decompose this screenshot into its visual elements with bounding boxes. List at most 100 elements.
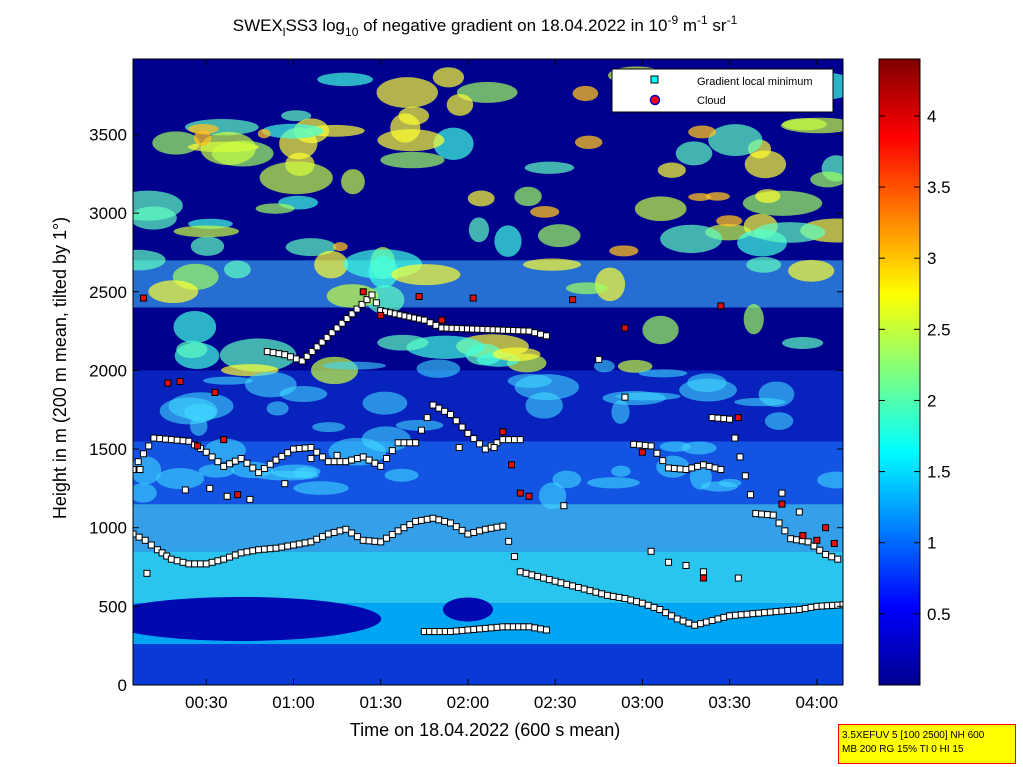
gradient-minimum-marker xyxy=(464,429,472,437)
gradient-minimum-marker xyxy=(365,456,373,464)
heatmap-blob xyxy=(173,310,217,344)
gradient-minimum-marker xyxy=(452,627,460,635)
gradient-minimum-marker xyxy=(319,533,327,541)
gradient-minimum-marker xyxy=(324,458,332,466)
heatmap-blob xyxy=(376,77,438,108)
gradient-minimum-marker xyxy=(206,484,214,492)
gradient-minimum-marker xyxy=(595,355,603,363)
chart-title: SWEXlSS3 log10 of negative gradient on 1… xyxy=(233,13,738,39)
heatmap-blob xyxy=(530,206,560,218)
heatmap-blob xyxy=(524,161,575,174)
gradient-minimum-marker xyxy=(458,626,466,634)
cloud-marker xyxy=(569,296,577,304)
gradient-minimum-marker xyxy=(574,583,582,591)
heatmap-blob xyxy=(362,391,408,415)
gradient-minimum-marker xyxy=(167,555,175,563)
gradient-minimum-marker xyxy=(653,449,661,457)
gradient-minimum-marker xyxy=(603,591,611,599)
gradient-minimum-marker xyxy=(298,357,306,365)
cloud-marker xyxy=(176,377,184,385)
gradient-minimum-marker xyxy=(542,626,550,634)
gradient-minimum-marker xyxy=(313,343,321,351)
cloud-marker xyxy=(220,436,228,444)
gradient-minimum-marker xyxy=(452,417,460,425)
heatmap-blob xyxy=(688,193,712,201)
colorbar-tick-label: 1 xyxy=(927,534,936,553)
heatmap-blob xyxy=(594,267,626,302)
gradient-minimum-marker xyxy=(348,310,356,318)
gradient-minimum-marker xyxy=(260,464,268,472)
gradient-minimum-marker xyxy=(790,606,798,614)
gradient-minimum-marker xyxy=(308,348,316,356)
title-part1: SS3 log xyxy=(285,16,345,35)
gradient-minimum-marker xyxy=(135,533,143,541)
gradient-minimum-marker xyxy=(537,330,545,338)
gradient-minimum-marker xyxy=(609,592,617,600)
plot-frame xyxy=(132,58,844,686)
cloud-marker xyxy=(194,442,202,450)
gradient-minimum-marker xyxy=(795,508,803,516)
gradient-minimum-marker xyxy=(412,517,420,525)
gradient-minimum-marker xyxy=(400,524,408,532)
gradient-minimum-marker xyxy=(493,623,501,631)
heatmap-blob xyxy=(746,256,782,273)
cloud-marker xyxy=(699,574,707,582)
title-exp1: -9 xyxy=(667,13,678,27)
gradient-minimum-marker xyxy=(528,571,536,579)
heatmap-blob xyxy=(537,224,581,248)
gradient-minimum-marker xyxy=(371,459,379,467)
gradient-minimum-marker xyxy=(647,442,655,450)
gradient-minimum-marker xyxy=(145,442,153,450)
legend-marker-cloud xyxy=(649,94,661,106)
x-tick-label: 02:30 xyxy=(534,693,577,712)
gradient-minimum-marker xyxy=(343,315,351,323)
heatmap-blob xyxy=(523,258,582,271)
gradient-minimum-marker xyxy=(673,615,681,623)
gradient-minimum-marker xyxy=(531,329,539,337)
gradient-minimum-marker xyxy=(318,338,326,346)
title-part2: of negative gradient on 18.04.2022 in 10 xyxy=(358,16,667,35)
heatmap-blob xyxy=(687,373,727,393)
gradient-minimum-marker xyxy=(731,611,739,619)
gradient-minimum-marker xyxy=(358,300,366,308)
cloud-marker xyxy=(211,388,219,396)
heatmap-blob xyxy=(176,340,208,359)
heatmap-blob xyxy=(657,162,686,178)
heatmap-blob xyxy=(587,477,640,489)
heatmap-blob xyxy=(753,222,826,243)
cloud-marker xyxy=(469,294,477,302)
gradient-minimum-marker xyxy=(156,435,164,443)
heatmap-blob xyxy=(611,465,631,477)
gradient-minimum-marker xyxy=(598,590,606,598)
heatmap-blob xyxy=(594,360,615,373)
gradient-minimum-marker xyxy=(243,459,251,467)
gradient-minimum-marker xyxy=(755,609,763,617)
gradient-minimum-marker xyxy=(455,443,463,451)
gradient-minimum-marker xyxy=(284,542,292,550)
gradient-minimum-marker xyxy=(828,553,836,561)
gradient-minimum-marker xyxy=(249,464,257,472)
heatmap-blob xyxy=(266,401,289,416)
heatmap-blob xyxy=(688,125,717,139)
gradient-minimum-marker xyxy=(731,434,739,442)
gradient-minimum-marker xyxy=(834,555,842,563)
gradient-minimum-marker xyxy=(464,530,472,538)
heatmap-blob xyxy=(293,481,349,495)
heatmap-blob xyxy=(615,392,681,401)
title-prefix: SWEX xyxy=(233,16,283,35)
gradient-minimum-marker xyxy=(476,440,484,448)
gradient-minimum-marker xyxy=(481,445,489,453)
cloud-marker xyxy=(822,524,830,532)
gradient-minimum-marker xyxy=(726,612,734,620)
gradient-minimum-marker xyxy=(470,435,478,443)
marker-layer xyxy=(133,288,843,636)
heatmap-pocket xyxy=(442,597,493,622)
gradient-minimum-marker xyxy=(822,550,830,558)
gradient-minimum-marker xyxy=(208,453,216,461)
gradient-minimum-marker xyxy=(338,319,346,327)
heatmap-blob xyxy=(312,422,346,433)
gradient-minimum-marker xyxy=(263,348,271,356)
gradient-minimum-marker xyxy=(162,435,170,443)
gradient-minimum-marker xyxy=(185,437,193,445)
gradient-minimum-marker xyxy=(682,561,690,569)
